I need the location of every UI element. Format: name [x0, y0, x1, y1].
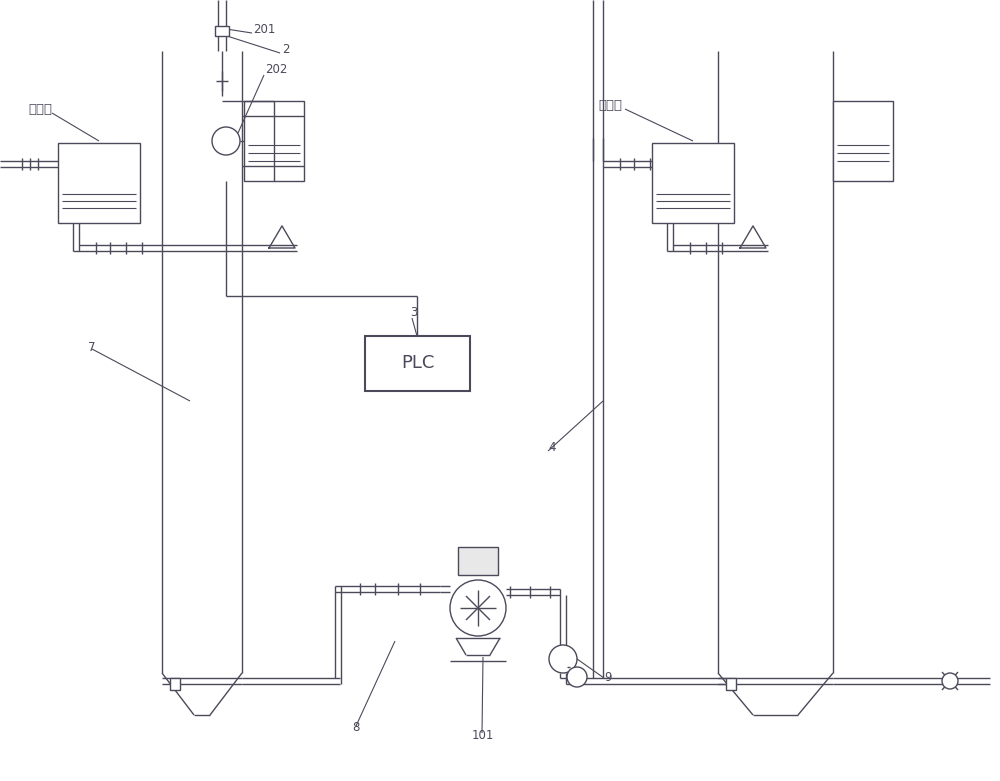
Text: 进浆池: 进浆池 [598, 99, 622, 112]
Circle shape [212, 127, 240, 155]
Text: 9: 9 [604, 671, 612, 684]
Text: 202: 202 [265, 63, 287, 76]
Bar [215, 26, 229, 36]
Circle shape [450, 580, 506, 636]
Text: 4: 4 [548, 441, 556, 454]
Bar [365, 336, 470, 391]
Bar [58, 143, 140, 223]
Bar [726, 678, 736, 690]
Bar [652, 143, 734, 223]
Bar [170, 678, 180, 690]
Circle shape [549, 645, 577, 673]
Bar [458, 547, 498, 575]
Text: 8: 8 [352, 721, 359, 734]
Circle shape [567, 667, 587, 687]
Circle shape [942, 673, 958, 689]
Text: 3: 3 [410, 306, 417, 319]
Text: PLC: PLC [401, 355, 434, 373]
Text: 201: 201 [253, 23, 275, 36]
Text: 2: 2 [282, 43, 290, 56]
Bar [833, 101, 893, 181]
Text: 7: 7 [88, 341, 96, 354]
Bar [244, 101, 304, 181]
Text: 101: 101 [472, 729, 494, 742]
Text: 进浆池: 进浆池 [28, 103, 52, 116]
